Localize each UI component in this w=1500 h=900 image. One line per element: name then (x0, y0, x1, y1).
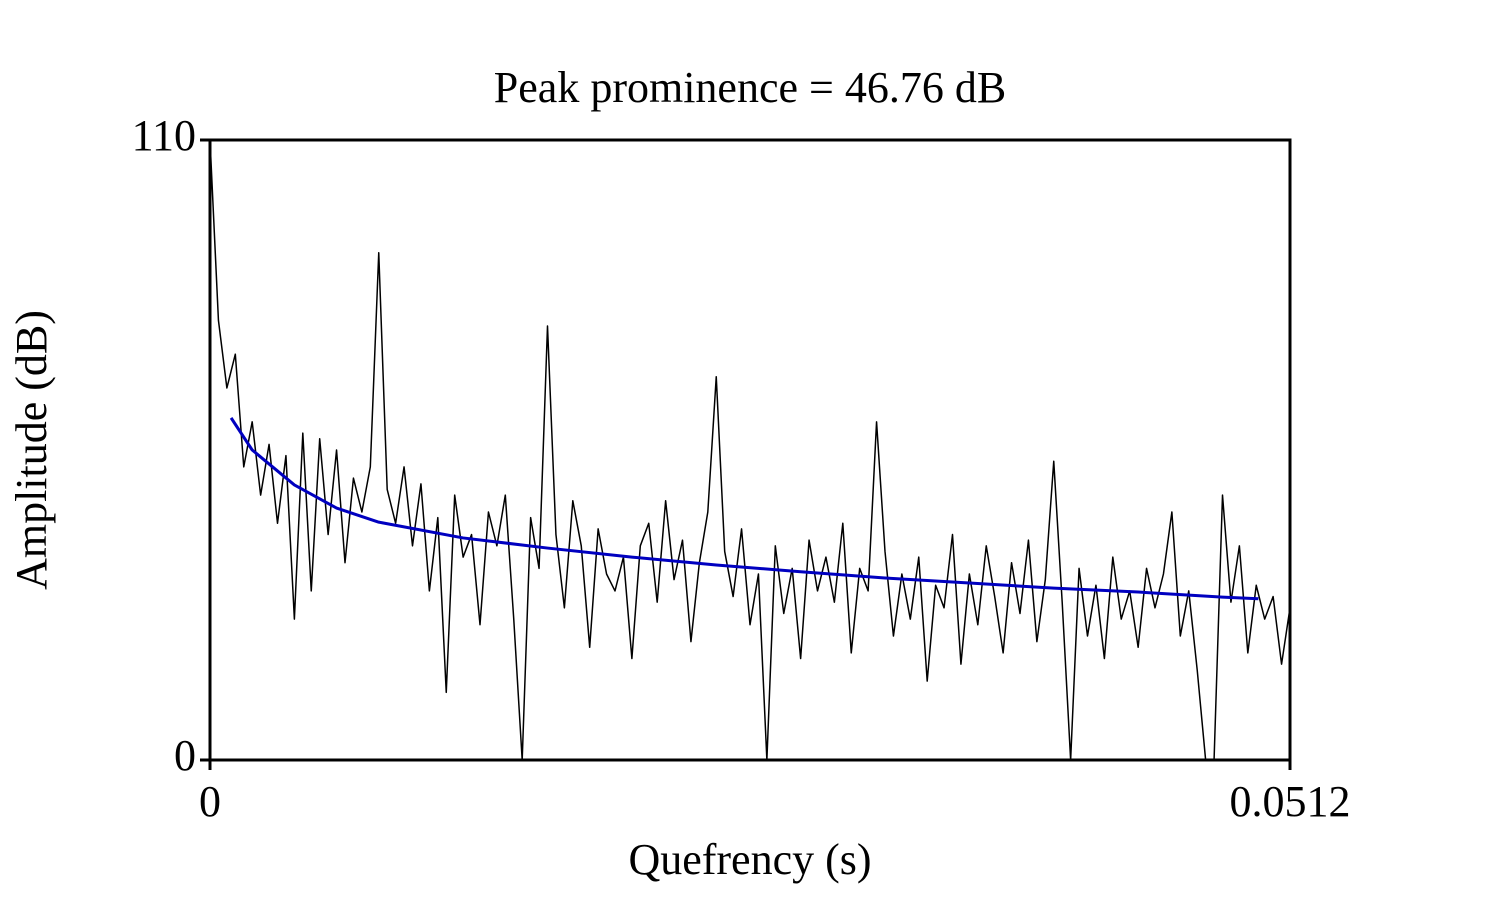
y-axis-label: Amplitude (dB) (7, 310, 56, 590)
cepstrum-line (209, 139, 1291, 761)
x-tick-label: 0.0512 (1230, 777, 1351, 826)
x-axis-label: Quefrency (s) (628, 835, 871, 884)
plot-frame (208, 138, 1292, 762)
y-tick-label: 110 (132, 111, 196, 160)
chart-title: Peak prominence = 46.76 dB (494, 63, 1006, 112)
trend-line (229, 417, 1259, 601)
y-tick-label: 0 (174, 731, 196, 780)
x-tick-label: 0 (199, 777, 221, 826)
